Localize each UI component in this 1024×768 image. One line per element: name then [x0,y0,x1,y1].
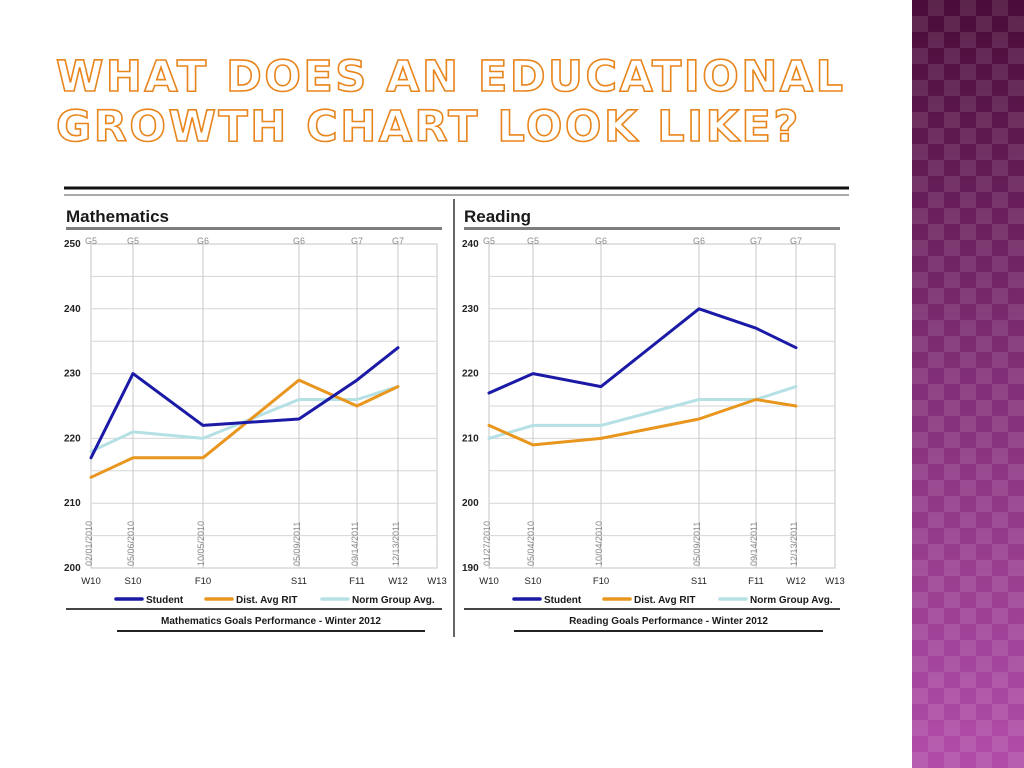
test-date-label: 10/05/2010 [196,521,206,566]
decorative-side-panel [912,0,1024,768]
y-tick-label: 200 [64,563,81,574]
test-date-label: 05/06/2010 [126,521,136,566]
chart-title: Reading [464,207,531,226]
x-tick-label: S11 [691,576,707,587]
x-tick-label: W10 [81,576,101,587]
grade-label: G6 [197,236,209,246]
chart-panel-mathematics: Mathematics 200 210 220 230 240 250 G5 02/01/201… [64,207,447,632]
test-date-label: 09/14/2011 [749,522,759,566]
y-tick-label: 220 [462,369,479,380]
x-tick-label: W10 [479,576,499,587]
y-tick-label: 240 [462,239,479,250]
legend-label-dist-avg-rit: Dist. Avg RIT [236,595,297,606]
test-date-label: 12/13/2011 [391,522,401,566]
test-date-label: 02/01/2010 [84,521,94,566]
series-line-dist-avg-rit [89,378,400,479]
x-tick-label: F11 [349,576,365,587]
chart-title-rule [66,227,442,230]
y-tick-label: 240 [64,304,81,315]
y-tick-label: 210 [462,433,479,444]
grade-label: G7 [790,236,802,246]
x-tick-label: S10 [525,576,542,587]
caption-rule [514,630,823,632]
chart-caption: Mathematics Goals Performance - Winter 2… [161,616,381,627]
grade-label: G7 [351,236,363,246]
caption-rule [117,630,425,632]
legend-label-student: Student [544,595,582,606]
grade-label: G5 [85,236,97,246]
grade-label: G7 [750,236,762,246]
chart-title-rule [464,227,840,230]
y-tick-label: 220 [64,433,81,444]
slide-title: What does an educational growth chart lo… [55,51,846,153]
x-tick-label: S10 [125,576,142,587]
y-tick-label: 230 [462,304,479,315]
test-date-label: 12/13/2011 [789,522,799,566]
x-tick-label: W12 [388,576,408,587]
chart-title: Mathematics [66,207,169,226]
series-line-student [487,307,798,395]
legend-rule [66,608,442,610]
x-tick-label: F11 [748,576,764,587]
grade-label: G5 [527,236,539,246]
legend-label-norm-group-avg: Norm Group Avg. [352,595,435,606]
y-tick-label: 190 [462,563,479,574]
legend-label-dist-avg-rit: Dist. Avg RIT [634,595,695,606]
series-line-dist-avg-rit [487,398,798,447]
x-tick-label: W12 [786,576,806,587]
x-tick-label: S11 [291,576,307,587]
growth-charts: Mathematics 200 210 220 230 240 250 G5 02/01/201… [64,186,849,637]
y-tick-label: 250 [64,239,81,250]
chart-panel-reading: Reading 190 200 210 220 230 240 G5 01/27/2010 G5 0… [462,207,845,632]
series-line-norm-group-avg [89,385,400,453]
x-tick-label: F10 [593,576,609,587]
y-tick-label: 230 [64,369,81,380]
grade-label: G6 [293,236,305,246]
test-date-label: 10/04/2010 [594,521,604,566]
grade-label: G5 [483,236,495,246]
series-line-norm-group-avg [487,385,798,440]
test-date-label: 09/14/2011 [350,522,360,566]
series-line-student [89,346,400,460]
test-date-label: 05/04/2010 [526,521,536,566]
grade-label: G7 [392,236,404,246]
grade-label: G5 [127,236,139,246]
chart-caption: Reading Goals Performance - Winter 2012 [569,616,768,627]
x-tick-label: W13 [427,576,447,587]
test-date-label: 01/27/2010 [482,521,492,566]
x-tick-label: F10 [195,576,211,587]
x-tick-label: W13 [825,576,845,587]
test-date-label: 05/09/2011 [692,522,702,566]
y-tick-label: 210 [64,498,81,509]
legend-label-norm-group-avg: Norm Group Avg. [750,595,833,606]
y-tick-label: 200 [462,498,479,509]
grade-label: G6 [693,236,705,246]
grade-label: G6 [595,236,607,246]
legend-rule [464,608,840,610]
legend-label-student: Student [146,595,184,606]
test-date-label: 05/09/2011 [292,522,302,566]
